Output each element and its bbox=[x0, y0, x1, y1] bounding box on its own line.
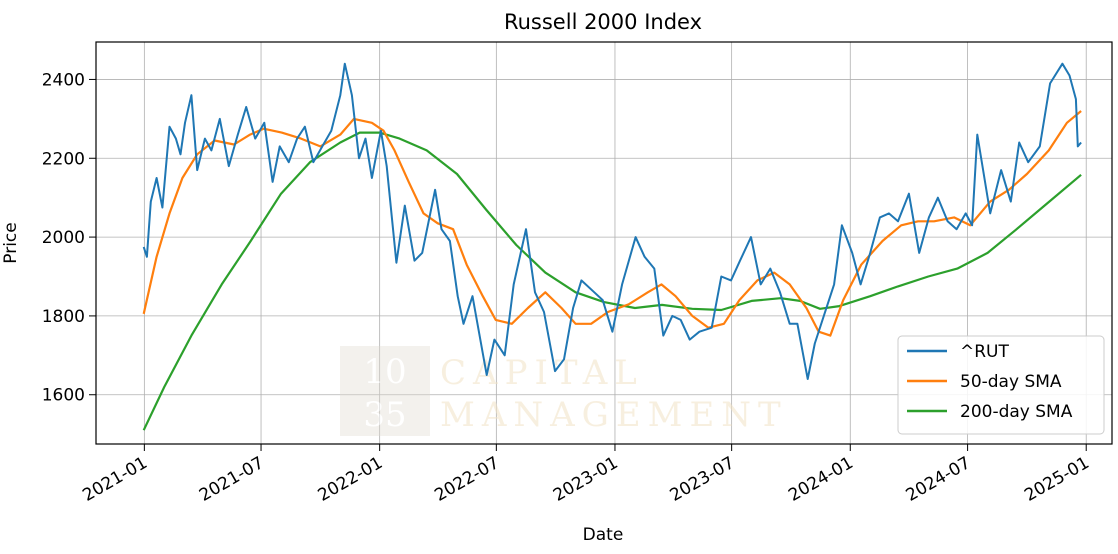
x-tick-label: 2024-01 bbox=[785, 453, 857, 506]
series-line-rut bbox=[142, 62, 1082, 380]
y-tick-label: 1600 bbox=[42, 386, 85, 406]
watermark-word-line2: MANAGEMENT bbox=[440, 395, 788, 435]
watermark-box bbox=[340, 346, 430, 436]
legend-box bbox=[897, 335, 1105, 435]
x-tick-label: 2024-07 bbox=[903, 453, 975, 506]
x-tick-label: 2021-07 bbox=[196, 453, 268, 506]
y-tick-label: 2000 bbox=[42, 228, 85, 248]
y-tick-label: 1800 bbox=[42, 307, 85, 327]
x-tick-label: 2025-01 bbox=[1021, 453, 1093, 506]
y-tick-label: 2200 bbox=[42, 149, 85, 169]
legend-label-sma200: 200-day SMA bbox=[960, 402, 1073, 422]
x-tick-label: 2022-01 bbox=[315, 453, 387, 506]
watermark-word-line1: CAPITAL bbox=[440, 353, 644, 393]
legend-label-rut: ^RUT bbox=[960, 342, 1009, 362]
series-line-sma50 bbox=[142, 110, 1082, 337]
x-axis: 2021-01 2021-07 2022-01 2022-07 2023-01 2023-… bbox=[79, 444, 1093, 506]
plot-frame bbox=[95, 41, 1113, 445]
x-tick-label: 2021-01 bbox=[79, 453, 151, 506]
legend: ^RUT 50-day SMA 200-day SMA bbox=[897, 335, 1105, 435]
watermark-numeral-bottom: 35 bbox=[363, 395, 406, 435]
x-tick-label: 2022-07 bbox=[431, 453, 503, 506]
chart-title: Russell 2000 Index bbox=[504, 10, 702, 34]
x-tick-label: 2023-07 bbox=[667, 453, 739, 506]
series-layer bbox=[142, 62, 1082, 431]
y-axis-label: Price bbox=[1, 222, 21, 263]
legend-label-sma50: 50-day SMA bbox=[960, 372, 1062, 392]
y-tick-label: 2400 bbox=[42, 70, 85, 90]
watermark-logo: 10 35 CAPITAL MANAGEMENT bbox=[340, 346, 788, 436]
y-axis: 1600 1800 2000 2200 2400 bbox=[42, 70, 96, 406]
x-tick-label: 2023-01 bbox=[550, 453, 622, 506]
x-axis-label: Date bbox=[583, 525, 624, 545]
watermark-numeral-top: 10 bbox=[363, 352, 406, 392]
